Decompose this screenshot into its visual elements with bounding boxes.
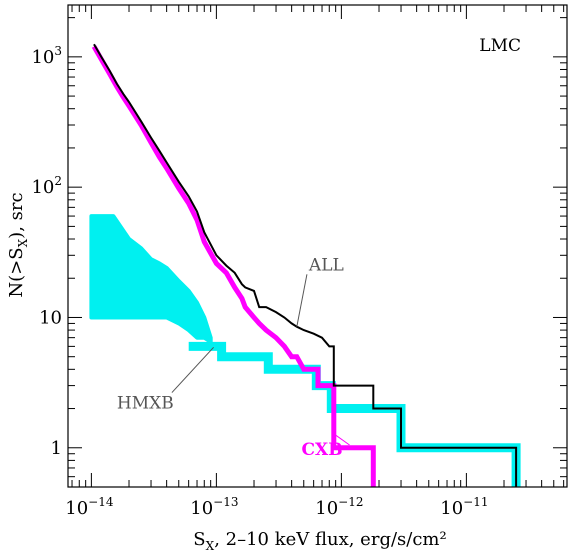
y-tick-exp: 3: [54, 44, 62, 58]
y-axis-title: N(>SX), src: [6, 192, 30, 297]
x-tick-label: 10−11: [440, 495, 488, 519]
series-hmxb: [188, 341, 521, 487]
band-hmxb-band: [89, 214, 213, 344]
series-cxb: [91, 45, 376, 487]
x-tick-label: 10−14: [65, 495, 114, 519]
y-tick-label: 1: [51, 438, 62, 459]
x-tick-base: 10: [440, 498, 463, 519]
x-axis-title-rest: , 2–10 keV flux, erg/s/cm²: [214, 529, 447, 550]
y-tick-exp: 2: [54, 174, 62, 188]
y-tick-base: 1: [51, 438, 62, 459]
x-axis-title-main: S: [193, 529, 205, 550]
y-tick-base: 10: [31, 47, 54, 68]
x-axis-title: SX, 2–10 keV flux, erg/s/cm²: [193, 529, 446, 553]
x-tick-exp: −13: [213, 495, 238, 509]
plot-frame: [67, 4, 568, 488]
panel-label: LMC: [479, 36, 521, 56]
y-tick-base: 10: [31, 177, 54, 198]
y-tick-label: 10: [39, 307, 62, 328]
tick-layer: [68, 5, 567, 488]
annotation-cxb: CXB: [302, 440, 343, 460]
label-layer: LMC SX, 2–10 keV flux, erg/s/cm² N(>SX),…: [6, 36, 521, 553]
x-tick-base: 10: [315, 498, 338, 519]
annotation-leader-cxb: [333, 433, 350, 446]
hmxb-band-layer: [89, 214, 213, 344]
annotation-layer: ALL HMXB CXB: [117, 255, 350, 460]
x-tick-exp: −14: [88, 495, 114, 509]
y-tick-base: 10: [39, 307, 62, 328]
y-tick-label: 103: [31, 44, 62, 68]
annotation-leader-hmxb: [171, 346, 214, 393]
series-all: [93, 43, 518, 487]
x-tick-label: 10−13: [190, 495, 238, 519]
y-axis-title-main: N(>S: [6, 247, 27, 297]
x-tick-label: 10−12: [315, 495, 363, 519]
x-tick-base: 10: [65, 498, 88, 519]
x-tick-exp: −12: [338, 495, 363, 509]
y-axis-title-sub: X: [16, 238, 30, 247]
x-axis-title-sub: X: [206, 539, 215, 553]
y-axis-title-rest: ), src: [6, 192, 27, 238]
annotation-hmxb: HMXB: [117, 394, 174, 414]
x-tick-exp: −11: [463, 495, 488, 509]
series-layer: [91, 43, 521, 487]
y-tick-label: 102: [31, 174, 62, 198]
annotation-leader-all: [296, 274, 308, 327]
annotation-all: ALL: [308, 255, 344, 275]
x-tick-base: 10: [190, 498, 213, 519]
